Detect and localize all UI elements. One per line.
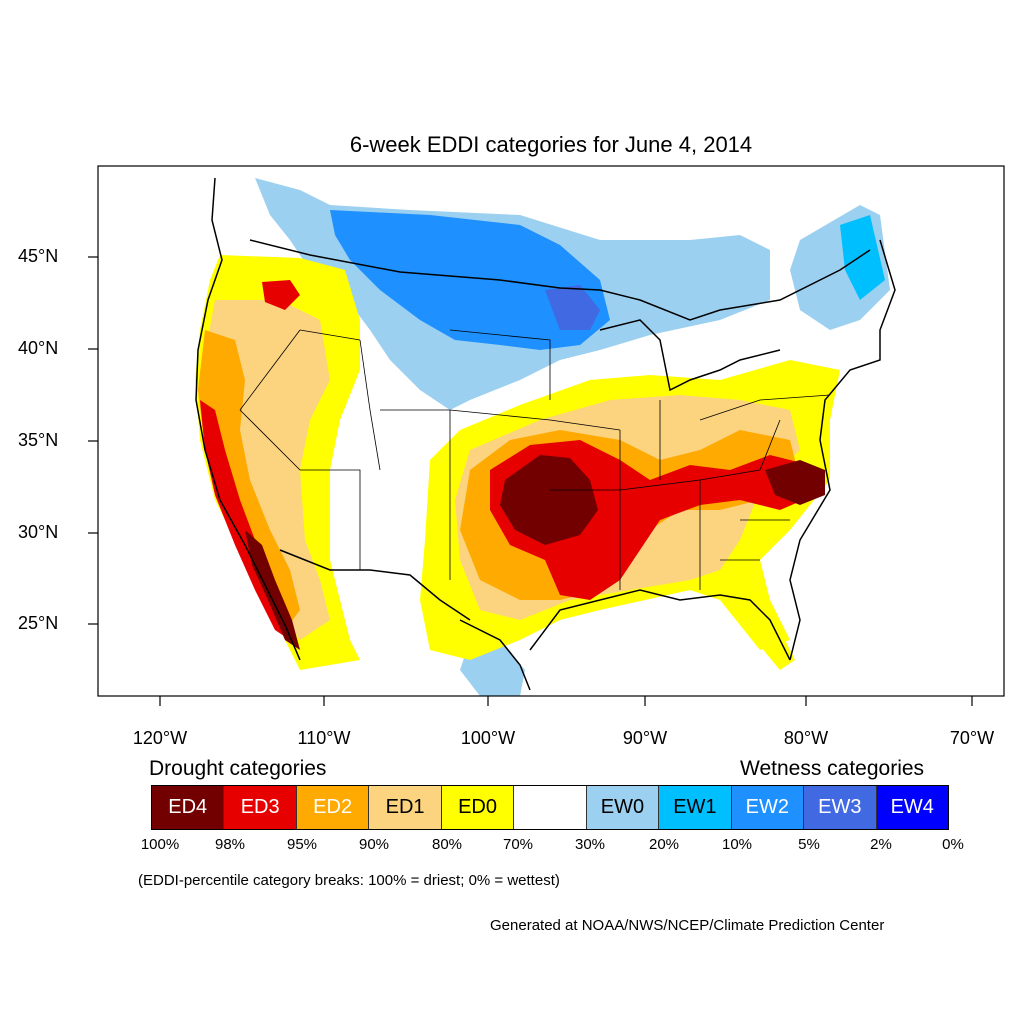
lat-label-30: 30°N: [18, 522, 59, 542]
wetness-heading: Wetness categories: [740, 757, 925, 780]
wet-region-ne-core: [840, 215, 885, 300]
plot-frame: [97, 165, 1005, 697]
lon-label-100: 100°W: [460, 728, 516, 748]
lon-label-120: 120°W: [132, 728, 188, 748]
legend-ed4: ED4: [152, 786, 225, 829]
drought-florida-ed0: [740, 600, 795, 670]
break-label: 10%: [721, 836, 753, 853]
lon-label-90: 90°W: [622, 728, 668, 748]
wet-region-deep: [545, 285, 600, 330]
drought-plains-ed4: [500, 455, 598, 545]
break-label: 80%: [431, 836, 463, 853]
legend-ed0: ED0: [441, 786, 515, 829]
eddi-map: [88, 165, 1005, 706]
break-label: 0%: [942, 836, 964, 853]
state-lines-west: [239, 329, 381, 570]
drought-heading: Drought categories: [149, 757, 327, 780]
category-legend: ED4 ED3 ED2 ED1 ED0 EW0 EW1 EW2 EW3 EW4: [151, 785, 949, 830]
break-label: 2%: [870, 836, 892, 853]
lon-label-110: 110°W: [297, 728, 351, 748]
drought-carolina-ed4: [765, 460, 825, 505]
us-canada-border: [249, 239, 871, 321]
lat-label-40: 40°N: [18, 338, 59, 358]
lat-label-45: 45°N: [18, 246, 59, 266]
legend-ew2: EW2: [731, 786, 805, 829]
break-label: 98%: [214, 836, 246, 853]
credit-line: Generated at NOAA/NWS/NCEP/Climate Predi…: [490, 917, 885, 934]
great-lakes: [599, 319, 781, 392]
category-note: (EDDI-percentile category breaks: 100% =…: [138, 872, 560, 889]
legend-ew4: EW4: [876, 786, 948, 829]
west-coastline: [195, 177, 301, 661]
break-label: 90%: [358, 836, 390, 853]
map-title: 6-week EDDI categories for June 4, 2014: [349, 132, 753, 157]
legend-ed2: ED2: [296, 786, 370, 829]
break-label: 95%: [286, 836, 318, 853]
state-lines-central: [380, 329, 761, 590]
lat-label-25: 25°N: [18, 613, 59, 633]
lat-label-35: 35°N: [18, 430, 59, 450]
drought-west-ed2: [198, 330, 300, 630]
legend-ew0: EW0: [586, 786, 660, 829]
legend-ed1: ED1: [369, 786, 442, 829]
drought-idaho-ed3: [262, 280, 300, 310]
break-label: 30%: [574, 836, 606, 853]
drought-west-ed4: [245, 530, 300, 650]
gulf-coastline: [459, 589, 791, 691]
east-coastline: [789, 239, 896, 661]
state-lines-east: [699, 394, 831, 561]
lon-label-70: 70°W: [949, 728, 995, 748]
legend-ew1: EW1: [659, 786, 732, 829]
mexico-border: [279, 549, 471, 621]
legend-ed3: ED3: [224, 786, 297, 829]
lon-label-80: 80°W: [783, 728, 829, 748]
legend-ew3: EW3: [804, 786, 877, 829]
wet-region-core: [330, 210, 610, 350]
break-label: 5%: [798, 836, 820, 853]
break-label: 100%: [140, 836, 180, 853]
break-label: 70%: [502, 836, 534, 853]
break-label: 20%: [648, 836, 680, 853]
legend-neutral: [514, 786, 587, 829]
